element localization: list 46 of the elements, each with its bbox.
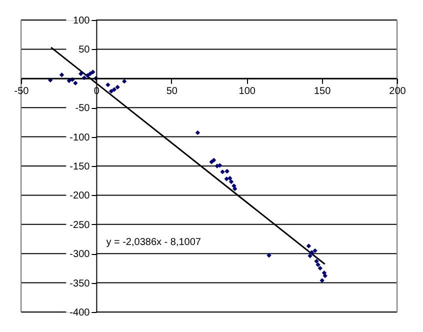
point (312, 248, 318, 254)
y-tick-label: 100 (73, 16, 90, 26)
point (306, 244, 312, 248)
x-tick-label: 150 (314, 86, 332, 97)
annotation: y = -2,0386x - 8,1007 (106, 236, 202, 248)
point (316, 262, 320, 268)
point (320, 278, 324, 283)
x-tick-label: -50 (14, 86, 30, 97)
point (209, 160, 214, 164)
point (85, 73, 90, 78)
x-tick-label: 100 (238, 86, 256, 97)
point (309, 250, 314, 255)
x-tick-label: 200 (389, 86, 406, 97)
point (78, 71, 84, 76)
point (224, 176, 229, 182)
y-tick-label: -100 (70, 132, 90, 144)
point (112, 87, 117, 92)
point (195, 130, 200, 136)
y-tick-label: -250 (70, 220, 90, 231)
y-tick-label: -200 (70, 190, 90, 202)
point (266, 253, 272, 258)
point (232, 186, 238, 192)
y-tick-label: -150 (70, 162, 90, 172)
point (59, 72, 64, 78)
point (115, 84, 120, 90)
point (308, 254, 312, 258)
x-tick-label: 50 (166, 86, 178, 97)
point (122, 78, 127, 84)
point (220, 169, 225, 174)
point (228, 176, 232, 181)
point (108, 88, 114, 94)
point (224, 168, 230, 174)
point (314, 258, 319, 264)
point (318, 266, 322, 271)
point (211, 158, 216, 163)
y-tick-label: -300 (70, 249, 90, 260)
point (322, 270, 327, 276)
y-tick-label: -400 (70, 308, 90, 318)
point (88, 71, 93, 76)
point (90, 70, 96, 74)
y-tick-label: -350 (70, 278, 90, 290)
point (228, 179, 234, 184)
y-tick-label: -50 (75, 103, 90, 114)
point (106, 82, 110, 88)
point (73, 80, 78, 86)
y-tick-label: 50 (78, 44, 90, 56)
